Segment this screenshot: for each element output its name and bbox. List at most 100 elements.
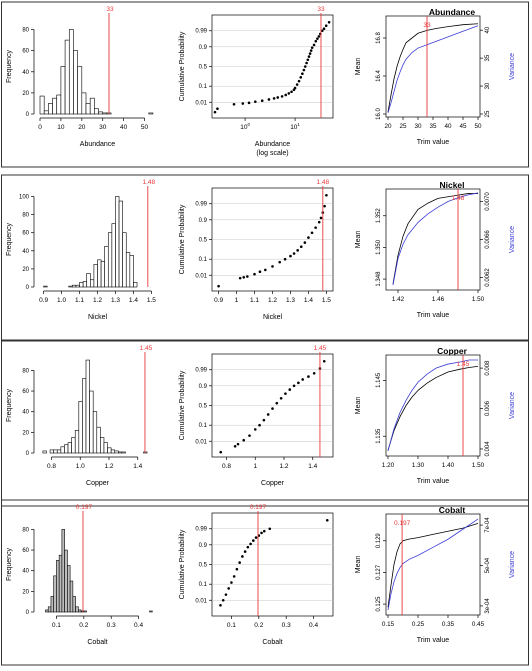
histogram-bar [56, 449, 62, 454]
cdf-point [243, 550, 247, 553]
y-tick-label: 80 [22, 368, 29, 374]
histogram-bar [71, 437, 76, 454]
cdf-point [312, 371, 316, 375]
y-right-tick-label: 40 [485, 26, 491, 33]
cumulative-probability-panel: 0.01 0.1 0.5 0.9 0.99 0.1 0.2 0.3 0.4 Cobalt Cumul… [179, 504, 334, 646]
y-tick-label: 0.9 [199, 218, 208, 224]
histogram-bar [68, 285, 73, 288]
y-tick-label: 0 [26, 112, 30, 118]
x-tick-label: 1.50 [472, 296, 485, 303]
histogram-bar [115, 196, 120, 288]
x-axis-subtitle: (log scale) [256, 150, 288, 157]
x-tick-label: 100 [240, 122, 250, 131]
threshold-label: 1.45 [457, 361, 470, 368]
y-right-tick-label: 0.0062 [485, 268, 491, 287]
row-nickel: 0 20 40 60 80 100 0.9 1.0 1.1 1.2 1.3 1.4 1.5 Nickel F… [1, 174, 529, 341]
x-tick-label: 0.2 [79, 622, 88, 629]
histogram-bar [104, 245, 109, 288]
histogram-bar [75, 284, 80, 288]
y-axis-title: Frequency [6, 222, 13, 256]
y-right-axis-title: Variance [509, 53, 516, 80]
panel-title: Copper [437, 346, 467, 356]
x-tick-label: 1.4 [129, 297, 138, 304]
cdf-point [288, 388, 292, 391]
histogram-bar [110, 449, 116, 454]
cdf-point [307, 236, 310, 239]
cdf-point [287, 92, 291, 95]
row-border [1, 340, 529, 507]
x-tick-label: 0.3 [282, 622, 291, 629]
histogram-bar [121, 451, 126, 454]
y-tick-label: 0.1 [199, 582, 208, 588]
trim-value-panel: Copper 1.135 1.145 0.004 0.006 0.008 1.20 1.30 1… [355, 346, 516, 485]
cdf-point [272, 97, 276, 100]
histogram-panel: 0 20 40 60 80 0.1 0.2 0.3 0.4 Cobalt Frequency 0.19… [6, 504, 153, 646]
cdf-point [213, 110, 217, 114]
histogram-panel: 0 20 40 60 80 100 0.9 1.0 1.1 1.2 1.3 1.4 1.5 Nickel F… [6, 179, 156, 321]
x-tick-label: 25 [399, 123, 407, 130]
y-tick-label: 0.01 [195, 439, 207, 445]
x-tick-label: 0.4 [134, 622, 143, 629]
cdf-point [306, 58, 310, 62]
panel-title: Abundance [429, 7, 476, 17]
cdf-point [324, 24, 328, 28]
cdf-point [266, 413, 270, 416]
y-tick-label: 0.5 [199, 238, 208, 244]
histogram-bar [68, 29, 74, 115]
x-tick-label: 50 [474, 123, 482, 130]
histogram-bar [47, 606, 52, 613]
threshold-label: 1.45 [314, 345, 327, 352]
plot-frame [385, 513, 481, 616]
x-tick-label: 45 [459, 123, 467, 130]
x-tick-label: 0.8 [222, 463, 231, 470]
histogram-bar [90, 279, 95, 288]
histogram-bar [50, 596, 54, 613]
x-tick-label: 1.1 [250, 297, 259, 304]
y-tick-label: 80 [22, 527, 29, 533]
x-tick-label: 1.40 [442, 462, 455, 469]
mean-series-line [387, 522, 479, 608]
cdf-point [233, 444, 237, 448]
threshold-label: 1.48 [316, 179, 329, 186]
threshold-label: 1.48 [142, 179, 155, 186]
cdf-point [219, 450, 223, 454]
histogram-bar [93, 264, 98, 288]
threshold-label: 33 [423, 22, 431, 29]
y-tick-label: 100 [19, 195, 30, 201]
histogram-bar [89, 97, 95, 115]
cdf-point [260, 99, 264, 103]
trim-value-panel: Abundance 16.0 16.4 16.8 25 30 35 40 20 25 30 35 40 4… [355, 7, 516, 146]
histogram-bar [129, 255, 134, 288]
x-tick-label: 0.45 [472, 621, 485, 628]
cdf-point [325, 193, 328, 197]
histogram-bar [72, 284, 77, 288]
y-left-tick-label: 1.135 [376, 428, 382, 444]
y-left-tick-label: 16.8 [376, 32, 382, 44]
cdf-point [297, 381, 300, 385]
cdf-point [319, 216, 323, 220]
cdf-point [278, 260, 281, 264]
histogram-bar [74, 429, 80, 454]
cdf-point [253, 428, 257, 431]
cdf-point [279, 397, 283, 400]
histogram-bar [114, 450, 119, 454]
x-axis-title: Abundance [255, 141, 291, 148]
histogram-bar [148, 112, 154, 115]
x-tick-label: 1.4 [133, 463, 142, 470]
cdf-point [236, 442, 240, 446]
cdf-point [254, 536, 258, 539]
histogram-bar [42, 450, 47, 454]
x-tick-label: 0.2 [254, 622, 263, 629]
histogram-panel: 0 20 40 60 80 0.8 1.0 1.2 1.4 Copper Frequency 1.45 [6, 345, 153, 487]
y-left-tick-label: 16.0 [376, 108, 382, 120]
y-axis-title: Cumulative Probability [179, 204, 186, 274]
x-tick-label: 0.15 [382, 621, 395, 628]
y-tick-label: 0.01 [195, 273, 207, 279]
histogram-bar [77, 66, 83, 115]
x-axis-title: Abundance [80, 141, 116, 148]
histogram-bar [82, 378, 87, 454]
y-tick-label: 40 [22, 569, 29, 575]
x-tick-label: 1.5 [322, 297, 331, 304]
cdf-point [316, 37, 319, 40]
